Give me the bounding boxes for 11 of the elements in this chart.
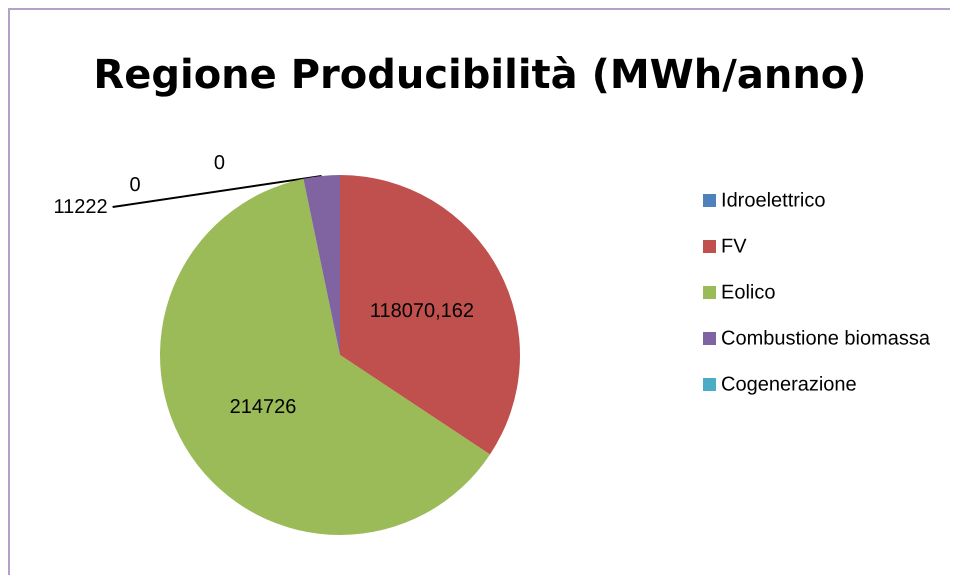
text: 0 [130, 174, 141, 196]
data-label: 214726 [230, 396, 296, 418]
chart-title: Regione Producibilità (MWh/anno) [93, 52, 867, 98]
data-label: 118070,162 [370, 300, 474, 322]
legend-label: Idroelettrico [721, 190, 826, 212]
legend-label: Eolico [721, 282, 776, 304]
legend-label: Combustione biomassa [721, 328, 931, 350]
text: 0 [214, 152, 225, 174]
legend-label: Cogenerazione [721, 374, 857, 396]
data-label: 11222 [53, 196, 108, 218]
legend-label: FV [721, 236, 748, 258]
